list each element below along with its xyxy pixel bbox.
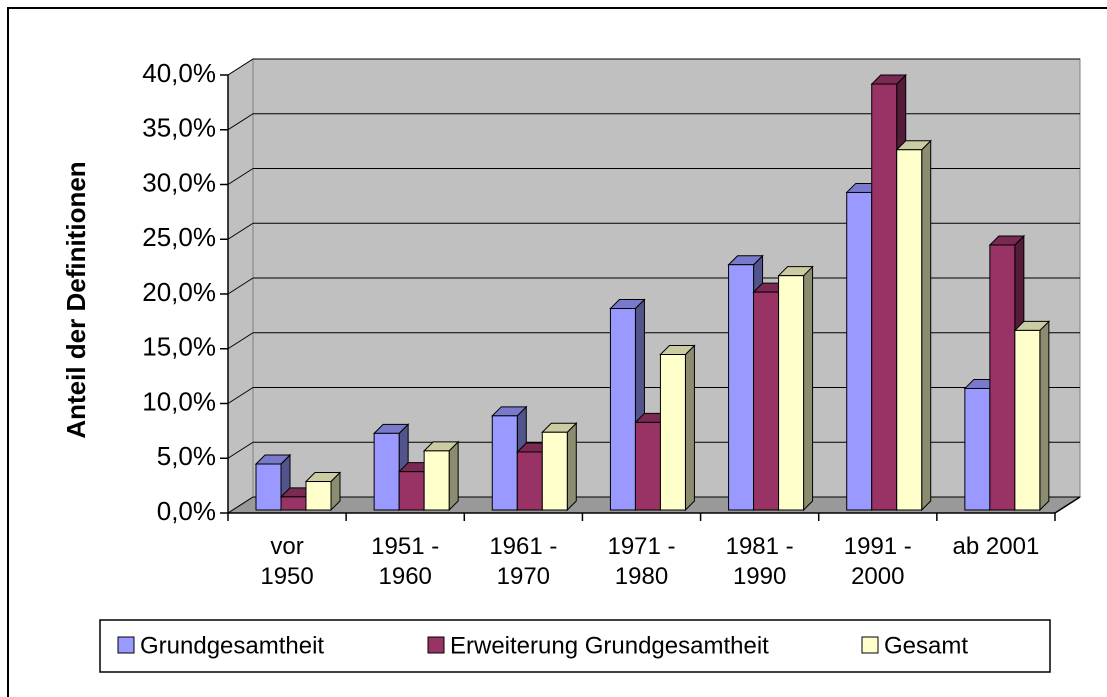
grid-line-side	[227, 113, 254, 131]
bar	[305, 481, 332, 511]
grid-line-side	[227, 387, 254, 404]
bar	[373, 432, 400, 511]
x-tick-label: 1951 - 1960	[371, 533, 440, 590]
bar	[846, 191, 873, 511]
bar	[609, 308, 636, 511]
y-tick-label: 5,0%	[157, 441, 216, 471]
x-tick-label: 1971 - 1980	[607, 533, 676, 590]
y-tick-label: 25,0%	[142, 222, 216, 252]
bar	[659, 354, 686, 511]
bar	[1014, 329, 1041, 511]
bar	[634, 421, 661, 511]
bar-side	[1039, 320, 1050, 512]
grid-line-side	[227, 496, 254, 514]
bar-side	[448, 440, 459, 512]
grid-line-side	[227, 58, 254, 76]
y-tick-label: 20,0%	[142, 277, 216, 307]
grid-line-side	[227, 168, 254, 185]
bar	[964, 387, 991, 511]
bar	[255, 463, 282, 511]
y-tick-label: 30,0%	[142, 167, 216, 197]
x-tick-label: 1961 - 1970	[489, 533, 558, 590]
legend-label: Erweiterung Grundgesamtheit	[450, 632, 769, 659]
bar	[896, 149, 923, 511]
bar-side	[684, 344, 695, 512]
bar-side	[566, 422, 577, 512]
bar	[398, 471, 425, 511]
y-tick-label: 10,0%	[142, 386, 216, 416]
y-tick-label: 40,0%	[142, 58, 216, 88]
legend-swatch	[117, 636, 135, 654]
legend-label: Gesamt	[884, 632, 968, 659]
x-tick-label: vor 1950	[260, 533, 314, 590]
bar-side	[921, 139, 932, 512]
bar	[423, 450, 450, 511]
bar	[280, 496, 307, 511]
bar-side	[803, 265, 814, 512]
grid-line-side	[227, 332, 254, 350]
y-tick-label: 35,0%	[142, 113, 216, 143]
x-tick-label: 1981 - 1990	[725, 533, 794, 590]
y-tick-label: 15,0%	[142, 332, 216, 362]
bar	[728, 264, 755, 511]
y-tick-label: 0,0%	[157, 496, 216, 526]
bar	[989, 244, 1016, 511]
grid-line-side	[227, 441, 254, 459]
legend-box	[99, 619, 1051, 673]
bar	[871, 83, 898, 511]
x-axis-depth	[1054, 496, 1081, 514]
x-tick-label: 1991 - 2000	[843, 533, 912, 590]
grid-line-side	[227, 222, 254, 240]
legend-swatch	[861, 636, 879, 654]
legend-swatch	[427, 636, 445, 654]
bar	[516, 451, 543, 511]
bar	[778, 275, 805, 511]
bar	[541, 431, 568, 511]
bar	[491, 415, 518, 511]
bar	[753, 291, 780, 511]
x-tick-label: ab 2001	[952, 533, 1040, 560]
legend-label: Grundgesamtheit	[140, 632, 324, 659]
grid-line-side	[227, 277, 254, 295]
y-axis-title: Anteil der Definitionen	[61, 161, 91, 438]
